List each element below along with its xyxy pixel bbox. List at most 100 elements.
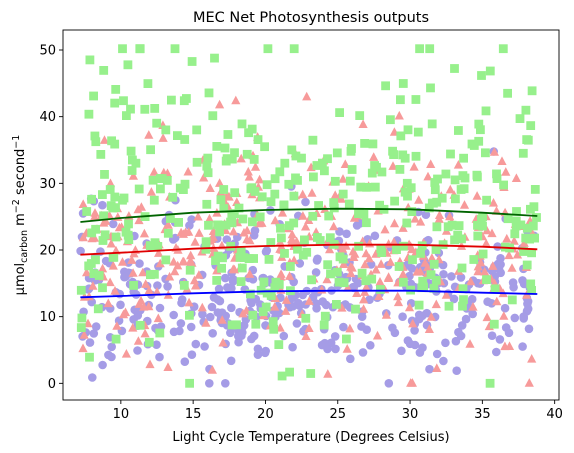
data-point — [346, 268, 356, 278]
data-point — [123, 230, 133, 240]
data-point — [488, 261, 498, 270]
data-point — [231, 95, 241, 105]
data-point — [434, 210, 445, 219]
data-point — [424, 203, 434, 213]
data-point — [173, 131, 182, 140]
data-point — [330, 190, 340, 199]
data-point — [338, 174, 348, 183]
data-point — [326, 269, 335, 279]
data-point — [481, 106, 491, 116]
data-point — [375, 277, 385, 286]
data-point — [291, 151, 301, 161]
data-point — [256, 285, 266, 295]
data-point — [422, 308, 432, 318]
data-point — [144, 130, 154, 139]
data-point — [262, 180, 272, 190]
data-point — [450, 64, 459, 73]
data-point — [288, 342, 297, 352]
x-tick-label: 25 — [329, 407, 346, 422]
data-point — [492, 174, 502, 183]
data-point — [261, 302, 271, 312]
data-point — [118, 44, 127, 54]
data-point — [287, 229, 297, 239]
data-point — [91, 137, 101, 147]
data-point — [180, 135, 190, 144]
data-point — [292, 319, 302, 328]
data-point — [258, 307, 268, 317]
data-point — [284, 179, 294, 189]
data-point — [85, 55, 95, 65]
data-point — [275, 308, 284, 318]
data-point — [155, 352, 164, 362]
data-point — [509, 236, 519, 245]
data-point — [156, 184, 165, 194]
data-point — [439, 270, 448, 279]
data-point — [402, 218, 412, 228]
data-point — [190, 237, 200, 246]
data-point — [257, 192, 267, 202]
data-point — [187, 57, 197, 66]
data-point — [100, 170, 109, 179]
data-point — [315, 236, 325, 245]
data-point — [532, 213, 541, 222]
data-point — [245, 269, 255, 278]
data-point — [421, 210, 431, 219]
data-point — [99, 211, 108, 221]
data-point — [381, 310, 391, 319]
data-point — [250, 162, 261, 171]
data-point — [281, 306, 291, 315]
data-point — [351, 304, 360, 314]
data-point — [189, 275, 200, 285]
data-point — [359, 294, 369, 304]
data-point — [478, 212, 487, 222]
data-point — [270, 302, 280, 311]
data-point — [346, 354, 355, 364]
data-point — [180, 179, 190, 189]
data-point — [121, 349, 131, 358]
data-point — [110, 98, 120, 108]
data-point — [128, 268, 138, 277]
data-point — [393, 291, 403, 301]
data-point — [89, 233, 99, 242]
data-point — [320, 166, 329, 176]
data-point — [261, 247, 271, 257]
data-point — [329, 221, 339, 231]
data-point — [192, 125, 202, 135]
data-point — [516, 220, 526, 230]
data-point — [275, 167, 285, 177]
y-tick-label: 0 — [48, 377, 56, 392]
data-point — [123, 60, 133, 70]
data-point — [485, 66, 495, 76]
data-point — [507, 295, 517, 305]
data-point — [255, 174, 265, 184]
data-point — [285, 271, 295, 280]
data-point — [325, 233, 335, 243]
data-point — [467, 139, 477, 149]
data-point — [234, 203, 244, 213]
data-point — [201, 244, 211, 254]
data-point — [415, 44, 424, 54]
data-point — [414, 300, 424, 310]
data-point — [357, 312, 367, 322]
data-point — [176, 227, 186, 237]
data-point — [445, 184, 455, 194]
data-point — [163, 228, 173, 238]
data-point — [400, 187, 410, 197]
data-point — [451, 194, 460, 204]
data-point — [76, 323, 86, 332]
data-point — [431, 275, 441, 285]
data-point — [226, 356, 236, 366]
data-point — [408, 318, 418, 328]
y-axis-label: µmolcarbon m−2 second−1 — [11, 135, 30, 296]
data-point — [111, 232, 121, 242]
data-point — [523, 135, 533, 145]
data-point — [285, 367, 294, 377]
data-point — [360, 259, 370, 269]
data-point — [163, 362, 173, 371]
data-point — [221, 273, 230, 283]
data-point — [307, 188, 317, 197]
data-point — [186, 250, 196, 260]
data-point — [199, 172, 209, 182]
